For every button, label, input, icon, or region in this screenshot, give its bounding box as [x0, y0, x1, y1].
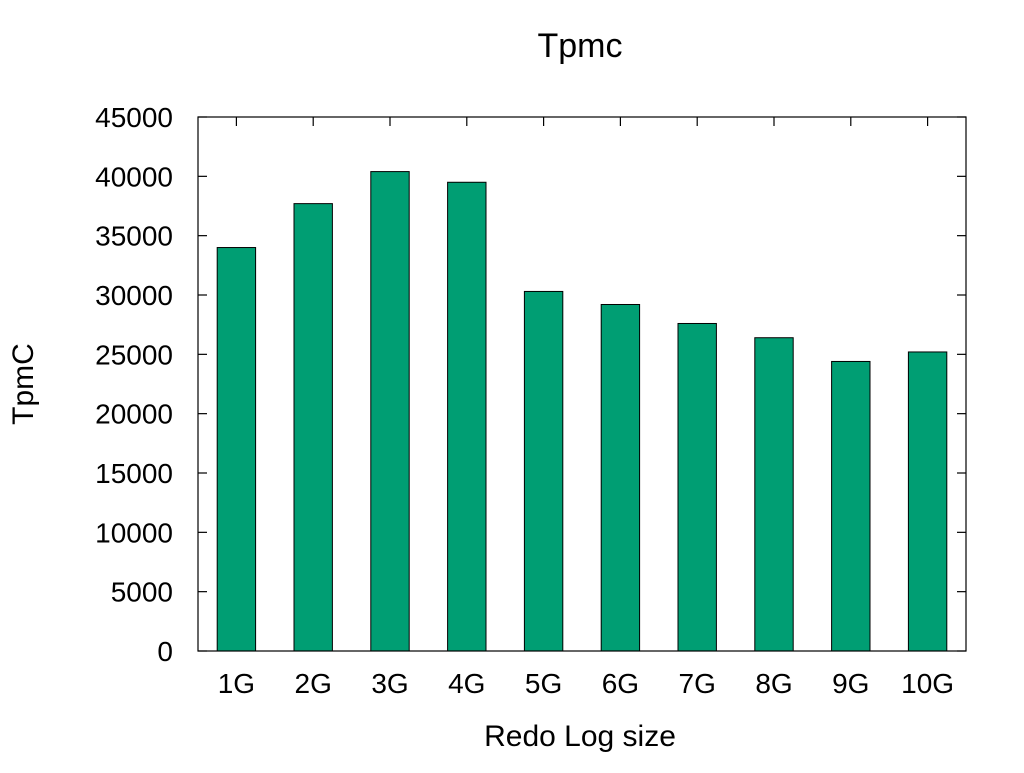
chart-title: Tpmc	[538, 27, 623, 65]
bar-5G	[523, 290, 564, 652]
y-tick-label: 5000	[111, 577, 173, 608]
y-tick-label: 20000	[95, 399, 173, 430]
y-tick-label: 25000	[95, 339, 173, 370]
bar-6G	[600, 303, 641, 652]
x-tick-label: 1G	[218, 668, 255, 699]
bars	[216, 171, 948, 652]
bar-7G	[677, 322, 717, 652]
bar-8G	[754, 337, 794, 652]
y-axis-label: TpmC	[7, 343, 40, 425]
x-tick-label: 9G	[832, 668, 869, 699]
y-tick-label: 10000	[95, 517, 173, 548]
plot-area-frame	[197, 116, 967, 652]
bar-3G	[370, 171, 410, 652]
bar-1G	[216, 247, 257, 652]
y-tick-label: 0	[157, 636, 173, 667]
bar-10G	[907, 351, 948, 652]
y-tick-label: 40000	[95, 161, 173, 192]
y-tick-label: 15000	[95, 458, 173, 489]
bar-2G	[293, 203, 333, 652]
bar-4G	[447, 181, 487, 652]
x-tick-label: 7G	[679, 668, 716, 699]
x-tick-label: 6G	[602, 668, 639, 699]
x-axis-label: Redo Log size	[484, 720, 676, 753]
x-axis-ticks: 1G 2G 3G 4G 5G 6G 7G 8G 9G 10G	[218, 117, 954, 699]
x-tick-label: 5G	[525, 668, 562, 699]
y-tick-label: 45000	[95, 102, 173, 133]
y-tick-label: 35000	[95, 221, 173, 252]
x-tick-label: 8G	[755, 668, 792, 699]
y-axis-ticks: 0 5000 10000 15000 20000 25000 30000 35000 40000…	[95, 102, 966, 667]
x-tick-label: 3G	[371, 668, 408, 699]
x-tick-label: 10G	[901, 668, 954, 699]
x-tick-label: 2G	[295, 668, 332, 699]
y-tick-label: 30000	[95, 280, 173, 311]
bar-9G	[831, 360, 871, 652]
x-tick-label: 4G	[448, 668, 485, 699]
